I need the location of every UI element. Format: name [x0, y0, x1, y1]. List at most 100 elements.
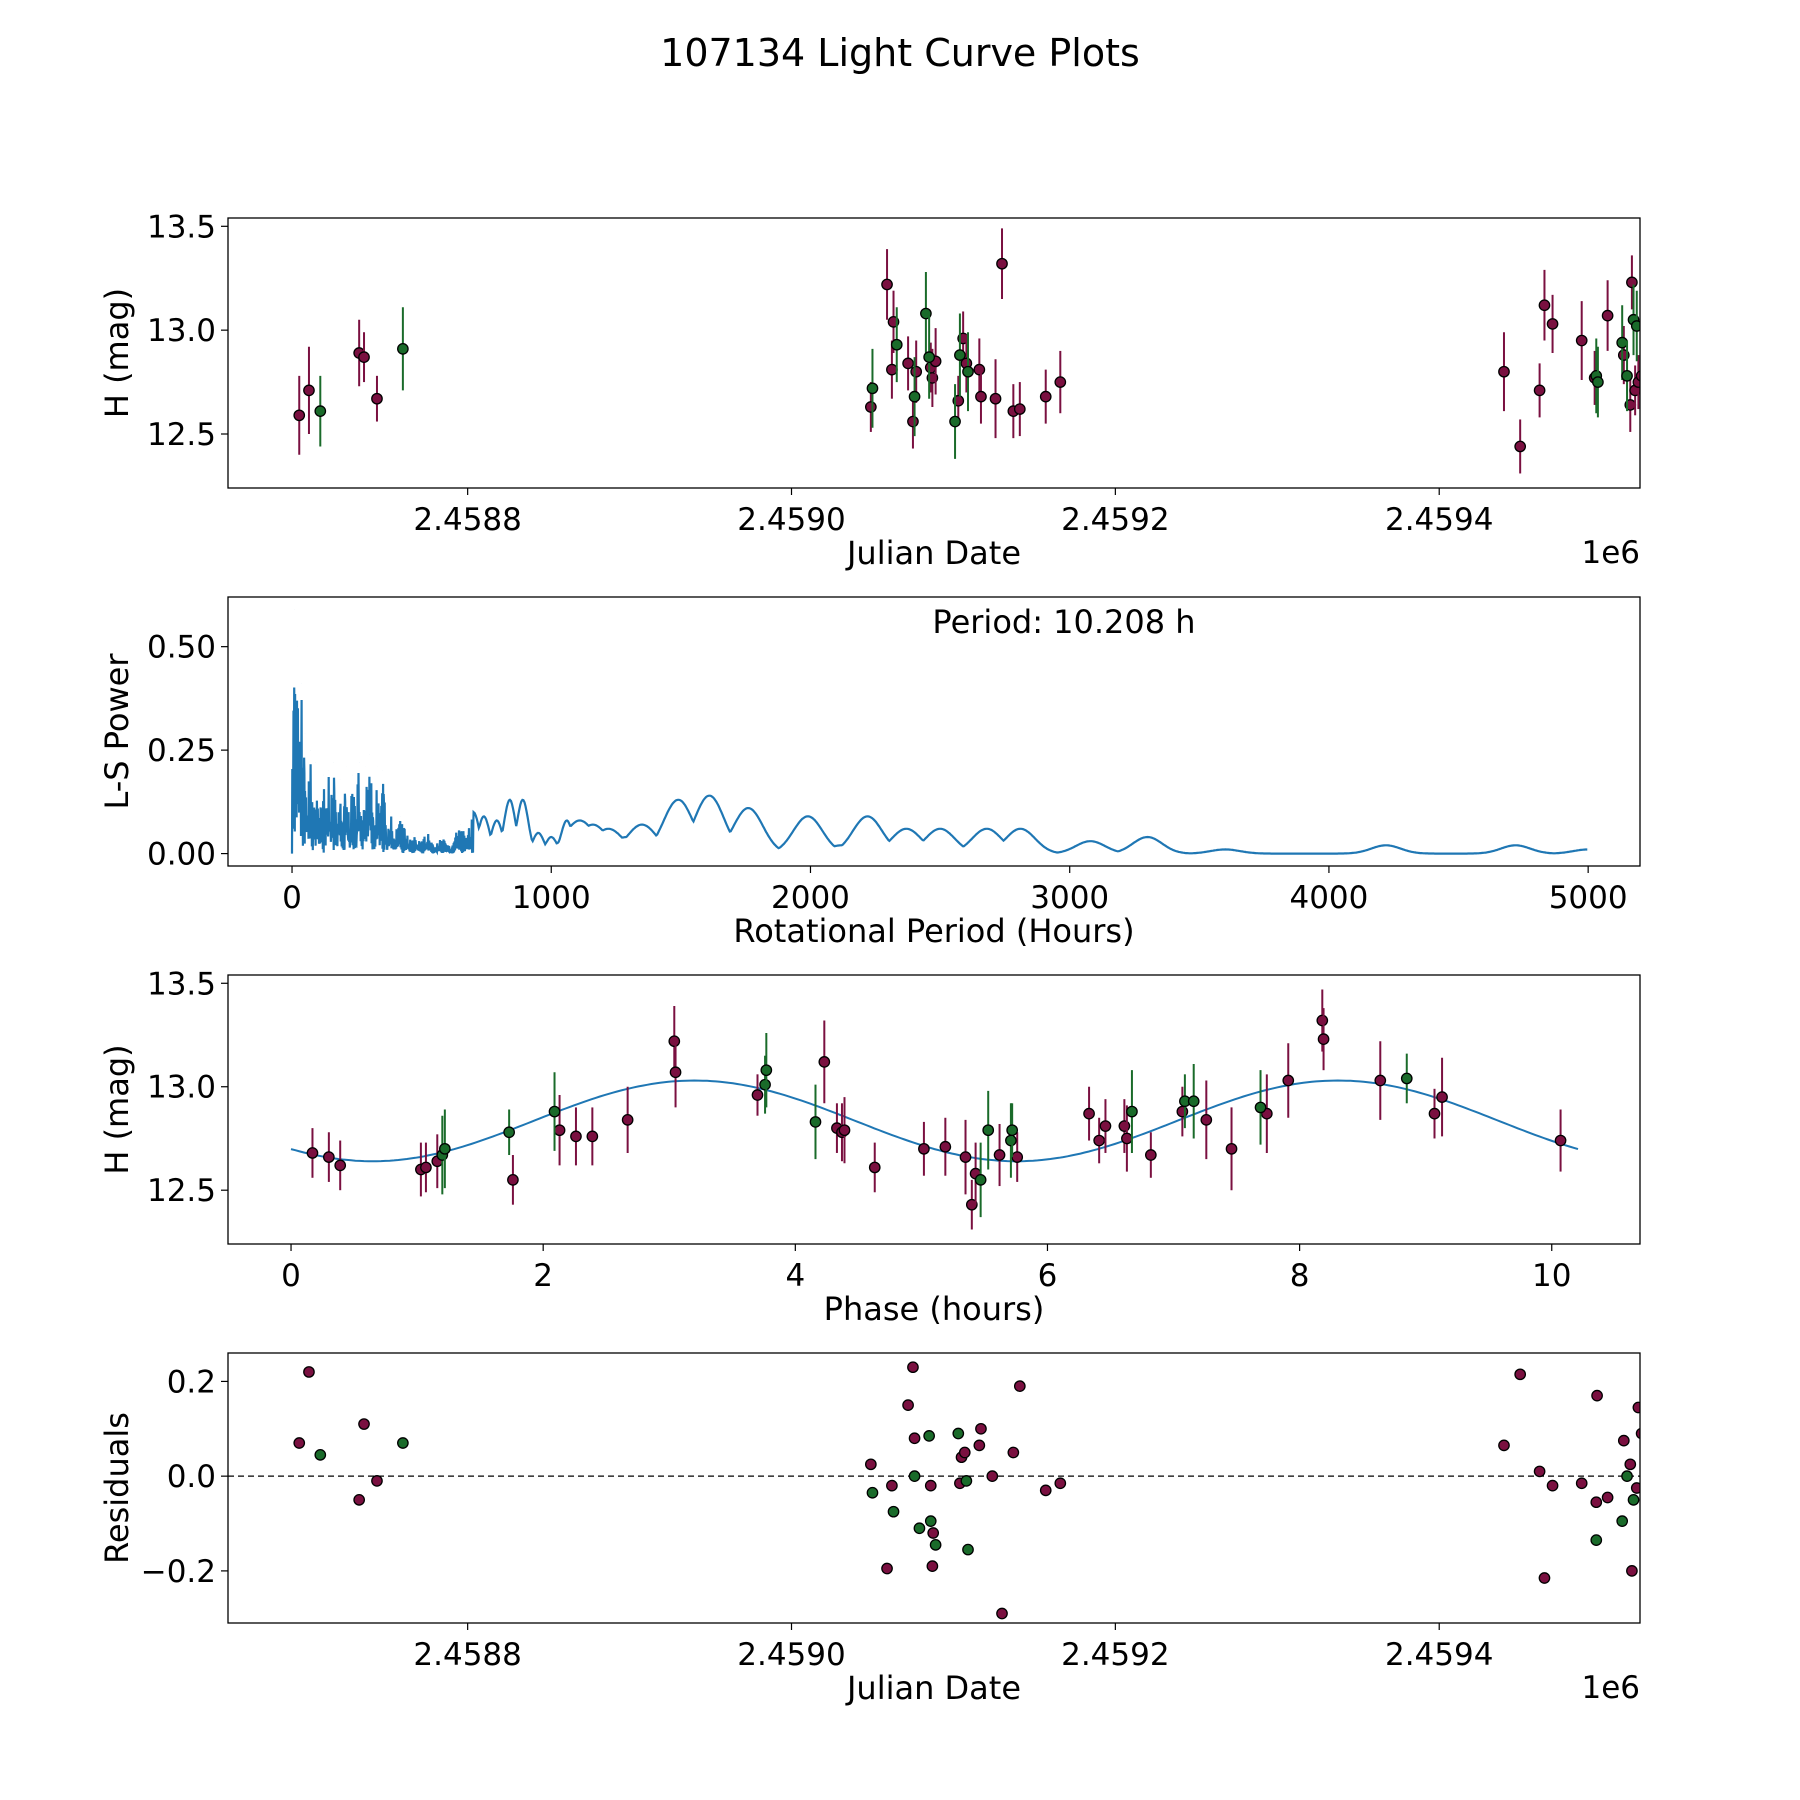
red-point	[902, 1399, 914, 1411]
red-point	[1121, 1132, 1133, 1145]
green-point	[1616, 1515, 1629, 1528]
residuals-plot-area	[228, 1361, 1640, 1620]
green-point	[1400, 1072, 1413, 1085]
figure-title: 107134 Light Curve Plots	[660, 31, 1140, 75]
red-point	[306, 1147, 319, 1159]
red-point	[1575, 334, 1588, 347]
red-point	[1176, 1105, 1189, 1118]
green-point	[548, 1105, 561, 1118]
red-point	[1316, 1014, 1329, 1027]
red-point	[993, 1149, 1006, 1161]
red-point	[1626, 276, 1638, 289]
green-point	[1590, 1534, 1603, 1546]
green-point	[1254, 1101, 1267, 1114]
y-tick-label: 0.50	[147, 630, 216, 666]
red-point	[838, 1124, 851, 1137]
y-tick-label: 13.0	[147, 1070, 216, 1106]
red-point	[926, 1560, 939, 1573]
red-point	[1282, 1074, 1295, 1087]
red-point	[975, 390, 987, 403]
green-point	[887, 1505, 900, 1518]
y-tick-label: 12.5	[147, 1173, 216, 1209]
red-point	[323, 1151, 335, 1163]
x-tick-label: 10	[1532, 1258, 1571, 1294]
x-tick-label: 2.4590	[737, 502, 845, 538]
green-point	[890, 338, 903, 351]
green-point	[974, 1174, 987, 1186]
red-point	[358, 1418, 370, 1430]
x-tick-label: 1000	[512, 880, 591, 916]
red-point	[1591, 1389, 1603, 1402]
green-point	[924, 1515, 937, 1528]
x-tick-label: 0	[281, 1258, 301, 1294]
red-point	[353, 1493, 366, 1506]
red-point	[371, 392, 383, 405]
raw-lightcurve-xlabel: Julian Date	[845, 534, 1021, 572]
red-point	[818, 1056, 831, 1068]
x-tick-label: 2.4592	[1061, 1637, 1169, 1673]
phased-lightcurve-xlabel: Phase (hours)	[824, 1290, 1045, 1328]
y-tick-label: 12.5	[147, 417, 216, 453]
red-point	[1601, 1491, 1614, 1504]
green-point	[923, 351, 935, 364]
red-point	[918, 1142, 930, 1155]
green-point	[866, 1486, 879, 1499]
raw-lightcurve-frame	[227, 217, 1641, 489]
green-point	[1592, 376, 1604, 388]
red-point	[975, 1422, 987, 1435]
red-point	[303, 1366, 315, 1378]
green-point	[1630, 320, 1640, 332]
red-point	[1118, 1120, 1131, 1132]
green-point	[438, 1142, 451, 1155]
red-point	[669, 1066, 682, 1079]
red-point	[371, 1475, 383, 1487]
red-point	[907, 1361, 919, 1374]
red-point	[1575, 1477, 1588, 1490]
red-point	[1374, 1074, 1387, 1087]
y-tick-label: 0.00	[147, 837, 216, 873]
y-tick-label: 13.5	[147, 966, 216, 1002]
green-point	[960, 1475, 973, 1487]
red-point	[1601, 309, 1614, 322]
y-tick-label: 0.2	[167, 1364, 216, 1400]
red-point	[907, 415, 919, 428]
red-point	[293, 1437, 306, 1449]
red-point	[570, 1130, 582, 1143]
periodogram-plot-area	[290, 609, 1589, 856]
red-point	[1498, 365, 1510, 378]
red-point	[1436, 1091, 1448, 1103]
x-tick-label: 6	[1038, 1258, 1058, 1294]
raw-lightcurve-panel: Julian Date H (mag) 1e6 2.4588 2.4590 2.45…	[98, 209, 1641, 572]
residuals-frame	[227, 1352, 1641, 1624]
x-tick-label: 2.4588	[413, 1637, 521, 1673]
green-point	[397, 1437, 409, 1449]
x-tick-label: 4	[785, 1258, 805, 1294]
x-tick-label: 2.4590	[737, 1637, 845, 1673]
red-point	[1538, 1572, 1551, 1584]
green-point	[1126, 1105, 1138, 1118]
red-point	[507, 1174, 519, 1186]
green-point	[760, 1064, 773, 1077]
ls-power-line	[290, 687, 1588, 856]
green-point	[982, 1124, 995, 1137]
green-point	[397, 342, 409, 355]
red-point	[881, 278, 893, 291]
green-point	[908, 390, 921, 403]
green-point	[809, 1116, 822, 1128]
red-point	[958, 1446, 971, 1459]
red-point	[1054, 1477, 1067, 1490]
residuals-xlabel: Julian Date	[845, 1669, 1021, 1707]
green-point	[1187, 1095, 1200, 1108]
red-point	[1617, 1434, 1630, 1447]
red-point	[881, 1562, 893, 1575]
red-point	[902, 357, 914, 370]
x-tick-label: 8	[1290, 1258, 1310, 1294]
red-point	[1635, 370, 1640, 382]
red-point	[959, 1151, 972, 1163]
x-tick-label: 2000	[771, 880, 850, 916]
red-point	[751, 1089, 764, 1101]
x-tick-label: 2.4594	[1385, 1637, 1493, 1673]
y-tick-label: 13.5	[147, 209, 216, 245]
red-point	[1546, 1479, 1559, 1492]
red-point	[1054, 376, 1067, 388]
